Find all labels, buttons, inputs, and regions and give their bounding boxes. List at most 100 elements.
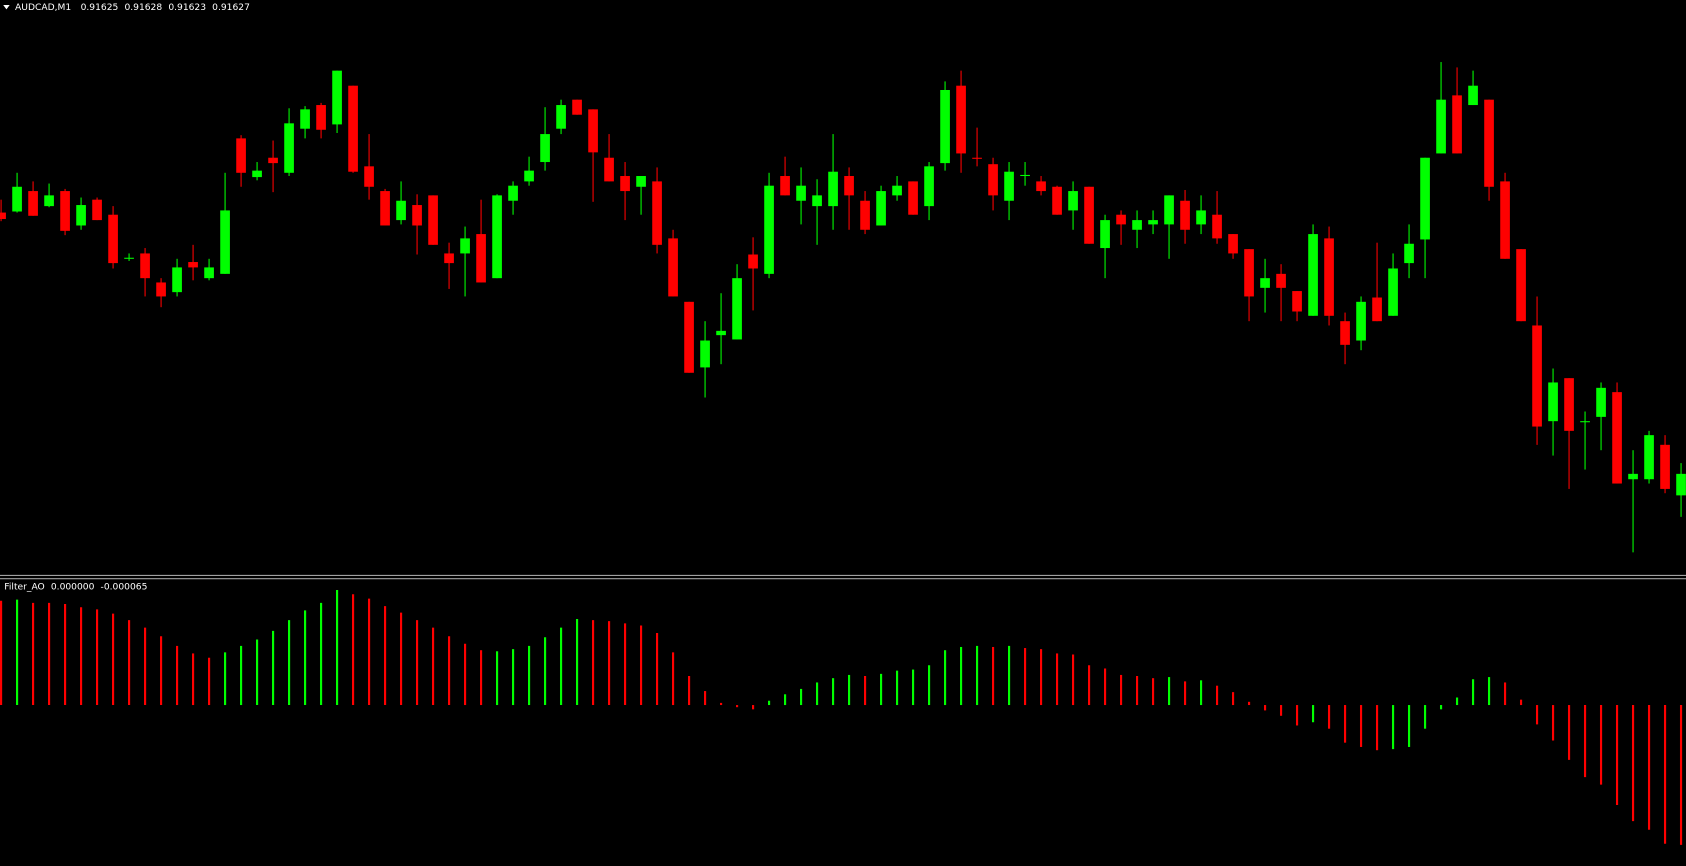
candle-body xyxy=(1004,171,1014,201)
candle-body xyxy=(780,176,790,196)
candle-body xyxy=(956,85,966,154)
high-value: 0.91628 xyxy=(124,3,162,13)
candle-body xyxy=(860,200,870,230)
candle-body xyxy=(748,254,758,269)
candle-body xyxy=(28,191,38,216)
candle-body xyxy=(220,210,230,274)
candle-body xyxy=(316,105,326,130)
candle-body xyxy=(988,164,998,196)
candle-body xyxy=(92,199,102,221)
candle-body xyxy=(476,234,486,283)
candle-body xyxy=(1660,444,1670,489)
low-value: 0.91623 xyxy=(168,3,206,13)
candle-body xyxy=(172,267,182,293)
candle-body xyxy=(1628,473,1638,480)
candle-body xyxy=(444,253,454,264)
candle-body xyxy=(1084,186,1094,244)
candle-body xyxy=(1196,210,1206,225)
candle-body xyxy=(1292,291,1302,312)
candle-body xyxy=(812,195,822,207)
candle-body xyxy=(140,253,150,279)
candle-body xyxy=(972,157,982,159)
candle-body xyxy=(1372,297,1382,322)
candle-body xyxy=(1132,220,1142,230)
candle-body xyxy=(1052,186,1062,215)
candle-body xyxy=(892,185,902,196)
candle-body xyxy=(364,166,374,187)
candle-body xyxy=(1020,174,1030,177)
candle-body xyxy=(1036,181,1046,192)
candle-body xyxy=(284,123,294,173)
candle-body xyxy=(764,185,774,274)
indicator-name: Filter_AO xyxy=(4,582,44,592)
candle-body xyxy=(1276,273,1286,288)
candle-body xyxy=(76,205,86,226)
symbol: AUDCAD,M1 xyxy=(15,3,71,13)
candle-body xyxy=(108,214,118,264)
candle-body xyxy=(0,212,6,220)
candle-body xyxy=(1580,421,1590,423)
candle-body xyxy=(524,170,534,182)
candle-body xyxy=(556,105,566,129)
candle-body xyxy=(1420,157,1430,240)
candle-body xyxy=(1612,392,1622,484)
candle-body xyxy=(412,205,422,226)
candle-body xyxy=(396,200,406,221)
candle-body xyxy=(844,176,854,196)
candle-body xyxy=(1340,321,1350,345)
candle-body xyxy=(236,138,246,173)
menu-arrow[interactable] xyxy=(3,5,10,10)
candle-body xyxy=(12,186,22,212)
indicator-header: Filter_AO 0.000000 -0.000065 xyxy=(4,582,147,592)
candle-body xyxy=(540,134,550,163)
candle-body xyxy=(188,262,198,268)
candle-body xyxy=(332,70,342,125)
candle-body xyxy=(940,89,950,164)
candle-body xyxy=(1548,382,1558,422)
candle-body xyxy=(1484,99,1494,187)
candle-body xyxy=(796,185,806,201)
candle-body xyxy=(700,340,710,368)
candle-body xyxy=(380,191,390,226)
candle-body xyxy=(156,282,166,297)
candle-body xyxy=(1596,387,1606,417)
candle-body xyxy=(1500,181,1510,259)
candle-body xyxy=(732,278,742,340)
candle-body xyxy=(460,238,470,254)
candle-body xyxy=(876,191,886,226)
candle-body xyxy=(1180,200,1190,230)
candle-body xyxy=(1100,220,1110,249)
candle-body xyxy=(1532,325,1542,427)
candle-body xyxy=(684,301,694,373)
candle-body xyxy=(204,267,214,279)
candle-body xyxy=(1164,195,1174,225)
candle-body xyxy=(124,257,134,259)
candle-body xyxy=(428,195,438,245)
candle-body xyxy=(1404,243,1414,264)
candle-body xyxy=(1388,268,1398,316)
marks xyxy=(0,62,1686,845)
indicator-value: 0.000000 xyxy=(51,582,95,592)
candle-body xyxy=(924,166,934,207)
candle-body xyxy=(300,109,310,129)
candle-body xyxy=(1212,214,1222,239)
candle-body xyxy=(1260,278,1270,288)
candle-body xyxy=(60,191,70,231)
candle-body xyxy=(604,157,614,182)
candle-body xyxy=(1452,95,1462,154)
candle-body xyxy=(1244,249,1254,297)
candle-body xyxy=(1308,234,1318,316)
candle-body xyxy=(588,109,598,153)
candle-body xyxy=(348,85,358,172)
candle-body xyxy=(1356,301,1366,341)
candle-body xyxy=(1116,214,1126,225)
candle-body xyxy=(636,176,646,187)
candle-body xyxy=(828,171,838,207)
close-value: 0.91627 xyxy=(212,3,250,13)
candle-body xyxy=(1468,85,1478,106)
candle-body xyxy=(620,176,630,192)
candle-body xyxy=(268,157,278,164)
indicator-value: -0.000065 xyxy=(101,582,148,592)
